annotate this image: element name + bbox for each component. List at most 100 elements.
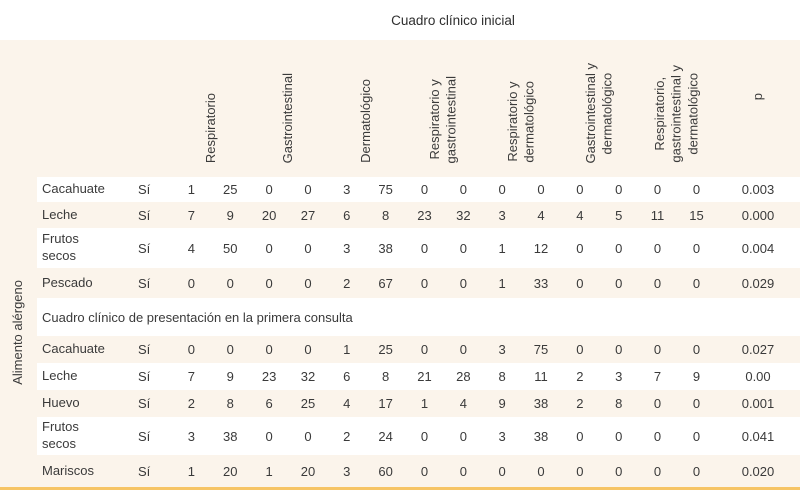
- value-cell: 0: [226, 275, 234, 291]
- table-row: Huevo Sí 2 8 6 25 4 17 1 4 9 38 2 8 0 0 0.001: [37, 390, 800, 417]
- value-cell: 9: [226, 207, 234, 223]
- value-cell: 3: [498, 207, 506, 223]
- si-cell: Sí: [138, 342, 151, 357]
- food-name: Frutos secos: [42, 419, 79, 451]
- value-cell: 8: [615, 396, 623, 411]
- value-cell: 0: [420, 463, 429, 479]
- food-cell: Frutos secos: [37, 228, 134, 268]
- value-cell: 0: [420, 428, 429, 444]
- column-header-dermatologico: Dermatológico: [327, 40, 406, 177]
- column-header-gastro-derma: Gastrointestinal y dermatológico: [560, 40, 639, 177]
- value-cell: 3: [615, 369, 623, 384]
- data-table: Respiratorio Gastrointestinal Dermatológ…: [37, 40, 800, 487]
- value-cell: 8: [382, 369, 390, 384]
- si-cell: Sí: [138, 207, 151, 223]
- value-cell: 4: [459, 396, 467, 411]
- value-cell: 0: [459, 428, 467, 444]
- food-cell: Frutos secos: [37, 417, 134, 455]
- food-name: Cacahuate: [42, 181, 105, 197]
- value-cell: 0: [576, 428, 584, 444]
- value-cell: 6: [343, 369, 351, 384]
- value-cell: 0: [498, 463, 506, 479]
- value-cell: 28: [456, 369, 471, 384]
- si-cell: Sí: [138, 396, 151, 411]
- value-cell: 3: [343, 463, 351, 479]
- section-header-row: Cuadro clínico de presentación en la pri…: [37, 298, 800, 336]
- value-cell: 0: [459, 342, 467, 357]
- value-cell: 38: [533, 428, 549, 444]
- value-cell: 4: [576, 207, 584, 223]
- column-header-respiratorio: Respiratorio: [172, 40, 250, 177]
- value-cell: 1: [498, 240, 506, 256]
- value-cell: 3: [343, 240, 351, 256]
- value-cell: 0: [304, 428, 312, 444]
- value-cell: 0: [653, 463, 662, 479]
- table-row: Pescado Sí 0 0 0 0 2 67 0 0 1 33 0 0 0 0 0.029: [37, 268, 800, 298]
- value-cell: 0: [304, 342, 312, 357]
- column-header-p: p: [716, 40, 800, 177]
- value-cell: 8: [498, 369, 506, 384]
- value-cell: 1: [498, 275, 506, 291]
- si-cell: Sí: [138, 275, 151, 291]
- value-cell: 25: [223, 182, 238, 197]
- value-cell: 0: [692, 240, 701, 256]
- value-cell: 0: [420, 275, 429, 291]
- table-wrap: Respiratorio Gastrointestinal Dermatológ…: [37, 40, 800, 487]
- clinical-table: Alimento alérgeno Respiratorio: [0, 40, 800, 490]
- food-cell: Mariscos: [37, 455, 134, 487]
- value-cell: 0: [576, 463, 584, 479]
- si-cell: Sí: [138, 369, 151, 384]
- value-cell: 0: [537, 182, 545, 197]
- value-cell: 25: [300, 396, 316, 411]
- value-cell: 0: [420, 342, 429, 357]
- value-cell: 0: [420, 240, 429, 256]
- value-cell: 1: [187, 182, 196, 197]
- food-column-header-empty: [37, 40, 134, 177]
- value-cell: 20: [300, 463, 316, 479]
- food-cell: Pescado: [37, 268, 134, 298]
- value-cell: 0: [653, 275, 662, 291]
- value-cell: 0: [304, 182, 312, 197]
- value-cell: 0: [615, 275, 623, 291]
- value-cell: 0: [265, 342, 273, 357]
- value-cell: 38: [533, 396, 549, 411]
- value-cell: 0: [265, 240, 273, 256]
- value-cell: 1: [265, 463, 273, 479]
- table-row: Frutos secos Sí 4 50 0 0 3 38 0 0 1 12 0 0 0 0 0.004: [37, 228, 800, 268]
- si-column-header-empty: [134, 40, 172, 177]
- value-cell: 20: [223, 463, 238, 479]
- value-cell: 2: [576, 369, 584, 384]
- si-cell: Sí: [138, 240, 151, 256]
- p-value-cell: 0.00: [745, 369, 771, 384]
- table-body: Cacahuate Sí 1 25 0 0 3 75 0 0 0 0 0 0 0 0 0.003 Leche Sí 7…: [37, 177, 800, 487]
- value-cell: 38: [378, 240, 393, 256]
- food-cell: Cacahuate: [37, 177, 134, 202]
- value-cell: 0: [692, 275, 701, 291]
- table-row: Frutos secos Sí 3 38 0 0 2 24 0 0 3 38 0 0 0 0 0.041: [37, 417, 800, 455]
- value-cell: 7: [653, 369, 662, 384]
- value-cell: 32: [300, 369, 316, 384]
- value-cell: 0: [459, 275, 467, 291]
- value-cell: 23: [261, 369, 277, 384]
- value-cell: 0: [459, 182, 467, 197]
- p-value-cell: 0.003: [741, 182, 775, 197]
- value-cell: 0: [615, 342, 623, 357]
- value-cell: 0: [459, 240, 467, 256]
- food-name: Mariscos: [42, 462, 95, 478]
- value-cell: 11: [534, 369, 548, 384]
- table-row: Cacahuate Sí 0 0 0 0 1 25 0 0 3 75 0 0 0 0 0.027: [37, 336, 800, 363]
- value-cell: 0: [692, 396, 701, 411]
- si-cell: Sí: [138, 182, 151, 197]
- value-cell: 2: [343, 275, 351, 291]
- food-name: Leche: [42, 206, 78, 222]
- left-axis-strip: Alimento alérgeno: [0, 40, 37, 487]
- value-cell: 0: [576, 275, 584, 291]
- column-header-gastrointestinal: Gastrointestinal: [249, 40, 328, 177]
- value-cell: 0: [653, 428, 662, 444]
- value-cell: 0: [615, 182, 623, 197]
- value-cell: 75: [533, 342, 549, 357]
- value-cell: 0: [653, 396, 662, 411]
- value-cell: 9: [692, 369, 701, 384]
- column-header-resp-derma: Respiratorio y dermatológico: [482, 40, 561, 177]
